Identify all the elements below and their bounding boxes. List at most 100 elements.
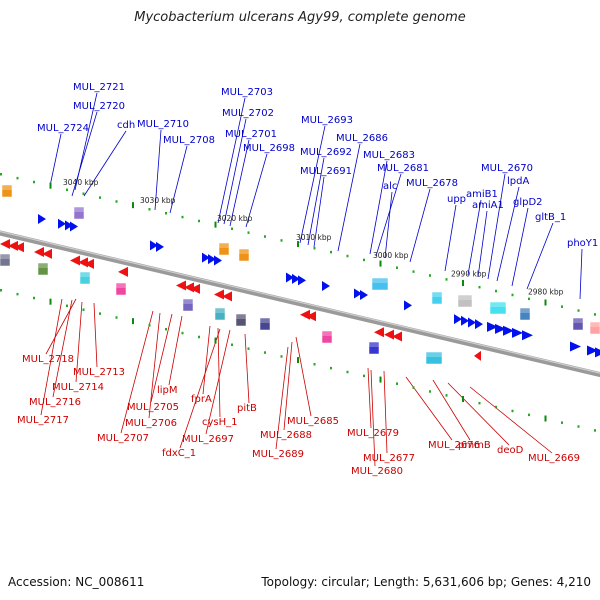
- feature-box: [519, 307, 531, 321]
- forward-gene-arrow: [202, 252, 210, 263]
- forward-gene-arrow: [495, 323, 506, 334]
- tick-row-bottom: [445, 394, 448, 397]
- reverse-gene-label: fdxC_1: [162, 448, 196, 459]
- tick-row-bottom: [0, 289, 2, 292]
- tick-row-top: [561, 305, 563, 308]
- forward-gene-label: alc: [383, 181, 397, 192]
- feature-box: [37, 262, 49, 276]
- forward-gene-arrow: [214, 255, 222, 266]
- tick-row-top: [330, 250, 332, 254]
- tick-row-top: [247, 231, 250, 234]
- forward-gene-label: cdh: [117, 120, 135, 131]
- forward-gene-arrow: [595, 347, 600, 358]
- forward-gene-arrow: [587, 345, 598, 356]
- reverse-gene-arrow: [78, 257, 88, 268]
- forward-gene-arrow: [461, 315, 469, 326]
- tick-row-bottom: [49, 298, 52, 305]
- feature-box-shine: [260, 318, 270, 323]
- reverse-gene-labels: MUL_2718 MUL_2713 MUL_2714 MUL_2716 MUL_2717…: [17, 354, 580, 477]
- reverse-gene-arrow: [474, 350, 481, 361]
- feature-box-shine: [372, 278, 388, 283]
- forward-label-line: [154, 129, 162, 211]
- tick-row-top: [511, 293, 514, 297]
- tick-row-bottom: [198, 335, 200, 339]
- tick-row-bottom: [165, 327, 167, 331]
- reverse-label-line: [45, 298, 77, 355]
- feature-box-shine: [0, 254, 10, 259]
- tick-row-top: [16, 176, 19, 180]
- forward-gene-label: MUL_2702: [222, 108, 274, 119]
- forward-gene-label: MUL_2703: [221, 87, 273, 98]
- reverse-gene-label: deoD: [497, 445, 524, 456]
- tick-row-bottom: [379, 376, 382, 383]
- reverse-gene-arrow: [70, 255, 80, 266]
- reverse-label-line: [275, 346, 289, 450]
- tick-row-bottom: [511, 409, 514, 413]
- feature-box-shine: [236, 314, 246, 319]
- reverse-gene-arrow: [184, 282, 194, 293]
- tick-row-top: [379, 260, 382, 267]
- forward-label-line: [384, 191, 393, 259]
- tick-row-top: [412, 270, 415, 273]
- forward-label-lines: [49, 92, 583, 300]
- tick-row-top: [99, 196, 101, 199]
- tick-row-bottom: [99, 312, 101, 315]
- reverse-gene-label: MUL_2669: [528, 453, 580, 464]
- tick-row-bottom: [429, 390, 431, 393]
- forward-gene-arrow: [156, 241, 164, 252]
- forward-gene-label: MUL_2681: [377, 163, 429, 174]
- tick-row-top: [214, 221, 217, 228]
- forward-label-line: [169, 145, 188, 214]
- reverse-label-line: [148, 312, 161, 419]
- tick-row-top: [577, 309, 580, 312]
- feature-box: [238, 248, 250, 262]
- reverse-gene-label: MUL_2677: [363, 453, 415, 464]
- reverse-label-line: [283, 341, 293, 431]
- tick-row-bottom: [231, 343, 233, 347]
- feature-box: [368, 341, 380, 355]
- accession-label: Accession: NC_008611: [8, 575, 145, 589]
- reverse-gene-label: MUL_2717: [17, 415, 69, 426]
- forward-label-line: [299, 125, 326, 244]
- forward-gene-arrow: [208, 254, 216, 265]
- reverse-gene-arrow: [84, 258, 94, 269]
- feature-box: [589, 321, 600, 335]
- forward-gene-arrow: [70, 221, 78, 232]
- forward-gene-arrow: [298, 275, 306, 286]
- feature-box: [457, 294, 473, 308]
- tick-row-top: [594, 313, 596, 316]
- feature-box-shine: [2, 185, 12, 190]
- reverse-gene-arrow: [374, 327, 384, 338]
- tick-row-bottom: [528, 413, 530, 417]
- reverse-label-line: [370, 369, 376, 467]
- feature-box: [235, 313, 247, 327]
- forward-label-line: [511, 207, 529, 287]
- reverse-label-line: [40, 298, 63, 416]
- forward-gene-label: amiB1: [466, 189, 498, 200]
- reverse-label-line: [383, 370, 388, 454]
- forward-label-line: [229, 139, 250, 227]
- feature-box-shine: [490, 302, 506, 307]
- reverse-gene-label: MUL_2713: [73, 367, 125, 378]
- feature-box: [0, 253, 11, 267]
- feature-box-shine: [80, 272, 90, 277]
- forward-label-line: [496, 186, 520, 282]
- reverse-label-line: [217, 327, 221, 418]
- reverse-gene-label: MUL_2716: [29, 397, 81, 408]
- scale-label: 2990 kbp: [451, 269, 487, 278]
- reverse-gene-arrow: [300, 309, 310, 320]
- tick-row-top: [33, 180, 35, 184]
- tick-row-bottom: [148, 324, 151, 327]
- forward-label-line: [313, 176, 325, 248]
- feature-box: [115, 282, 127, 296]
- tick-row-top: [198, 219, 200, 223]
- scale-label: 2980 kbp: [528, 288, 564, 297]
- tick-row-bottom: [594, 429, 596, 432]
- tick-row-top: [544, 299, 547, 306]
- reverse-label-lines: [40, 298, 553, 467]
- forward-label-line: [49, 133, 62, 187]
- forward-gene-arrow: [487, 321, 498, 332]
- feature-box-shine: [426, 352, 442, 357]
- feature-box-shine: [322, 331, 332, 336]
- forward-gene-label: MUL_2724: [37, 123, 89, 134]
